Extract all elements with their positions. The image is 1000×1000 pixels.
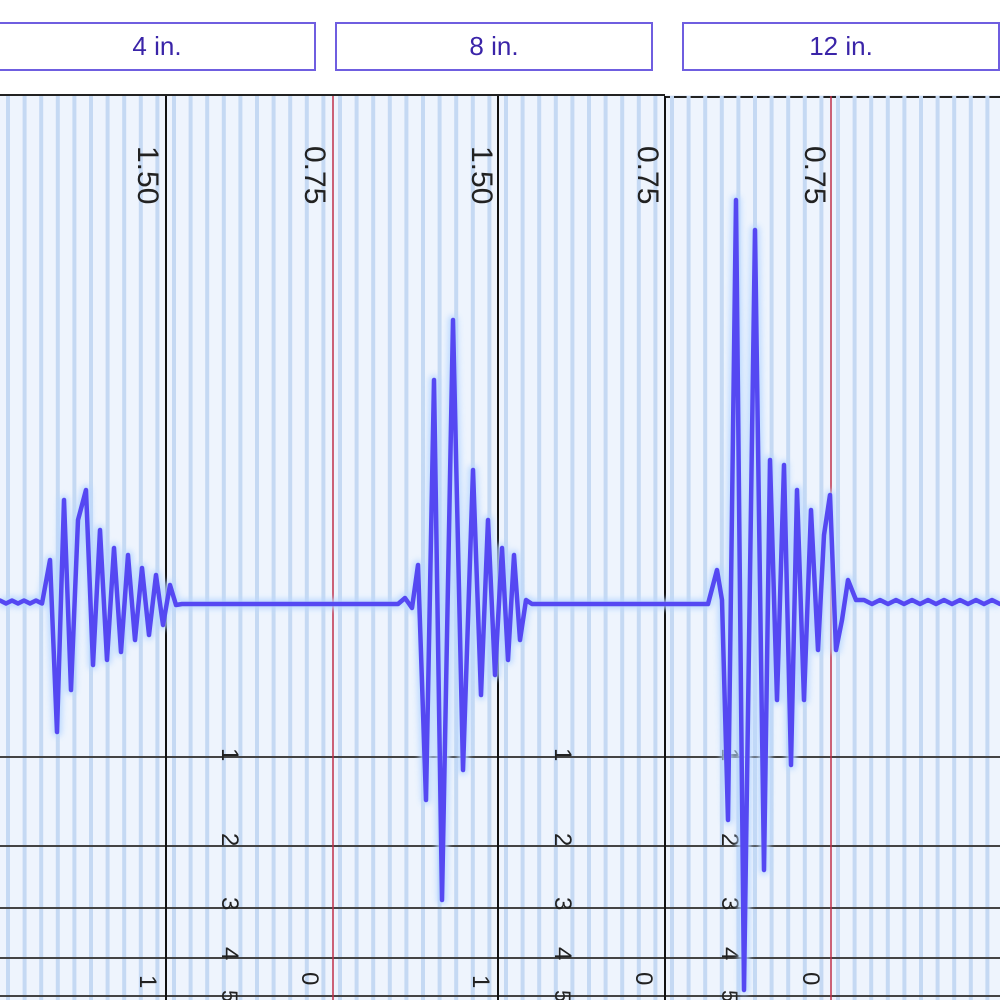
row-digit: 4 — [549, 947, 576, 960]
label-4-in-text: 4 in. — [132, 31, 182, 61]
edge-digit: 0 — [630, 972, 657, 985]
waveform-trace — [0, 197, 1000, 993]
label-8-in: 8 in. — [335, 22, 653, 71]
label-8-in-text: 8 in. — [469, 31, 519, 61]
edge-digit: 1 — [467, 975, 494, 988]
row-digit: 2 — [549, 833, 576, 846]
scale-label: 0.75 — [298, 146, 331, 204]
row-digit: 1 — [216, 748, 243, 761]
row-digit: 4 — [716, 947, 743, 960]
edge-digit: 1 — [134, 975, 161, 988]
edge-digit: 0 — [296, 972, 323, 985]
row-digit: 2 — [216, 833, 243, 846]
label-12-in-text: 12 in. — [809, 31, 873, 61]
label-12-in: 12 in. — [682, 22, 1000, 71]
scale-label: 1.50 — [465, 146, 498, 204]
edge-digit: 0 — [797, 972, 824, 985]
scale-label: 0.75 — [631, 146, 664, 204]
label-4-in: 4 in. — [0, 22, 316, 71]
row-digit: 3 — [216, 897, 243, 910]
row-digit: 5 — [217, 990, 242, 1000]
row-digit: 5 — [550, 990, 575, 1000]
row-digit: 2 — [716, 833, 743, 846]
row-digit: 1 — [549, 748, 576, 761]
scale-label: 0.75 — [798, 146, 831, 204]
scale-label: 1.50 — [131, 146, 164, 204]
row-digit: 3 — [549, 897, 576, 910]
row-digit: 3 — [716, 897, 743, 910]
row-digit: 5 — [717, 990, 742, 1000]
row-digit: 4 — [216, 947, 243, 960]
